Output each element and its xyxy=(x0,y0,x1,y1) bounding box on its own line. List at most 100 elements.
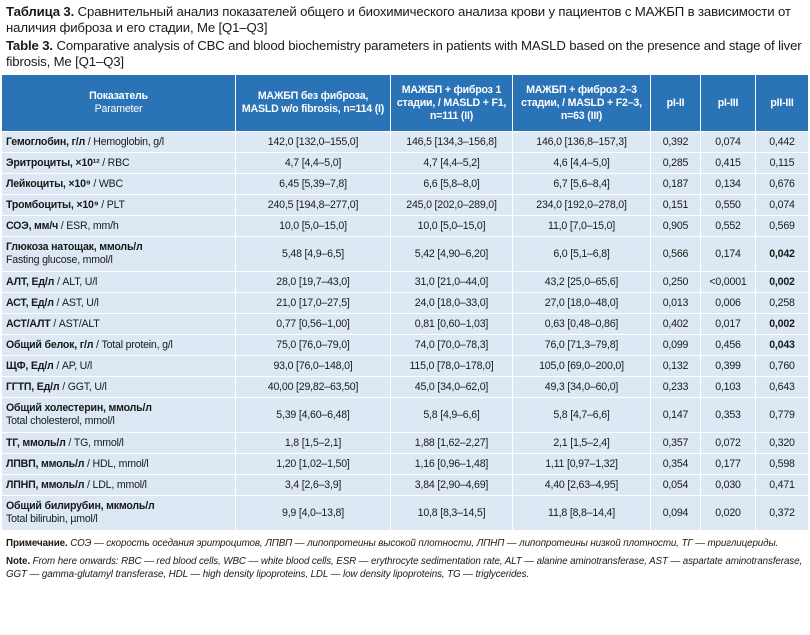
median-cell: 10,0 [5,0–15,0] xyxy=(235,215,391,237)
p-value-cell: 0,115 xyxy=(755,152,809,174)
median-cell: 1,20 [1,02–1,50] xyxy=(235,453,391,475)
header-row: Показатель Parameter МАЖБП без фиброза, MA… xyxy=(1,74,809,132)
caption-label: Таблица 3. xyxy=(6,4,75,19)
table-row: ЛПНП, ммоль/л / LDL, mmol/l 3,4 [2,6–3,9]… xyxy=(1,474,809,496)
median-cell: 9,9 [4,0–13,8] xyxy=(235,495,391,531)
p-value-cell: 0,676 xyxy=(755,173,809,195)
note-text: СОЭ — скорость оседания эритроцитов, ЛПВ… xyxy=(70,538,779,549)
median-cell: 74,0 [70,0–78,3] xyxy=(390,334,513,356)
p-value-cell: 0,017 xyxy=(700,313,756,335)
header-cell: МАЖБП + фиброз 2–3 стадии, / MASLD + F2–… xyxy=(512,74,651,132)
parameter-en: / AP, U/l xyxy=(56,359,93,372)
parameter-en: / HDL, mmol/l xyxy=(87,457,149,470)
median-cell: 0,63 [0,48–0,86] xyxy=(512,313,651,335)
median-cell: 11,8 [8,8–14,4] xyxy=(512,495,651,531)
table-row: Гемоглобин, г/л / Hemoglobin, g/l 142,0 [… xyxy=(1,131,809,153)
note-label: Примечание. xyxy=(6,538,68,549)
parameter-cell: ТГ, ммоль/л / TG, mmol/l xyxy=(1,432,236,454)
header-cell: МАЖБП + фиброз 1 стадии, / MASLD + F1, n… xyxy=(390,74,513,132)
table-body: Гемоглобин, г/л / Hemoglobin, g/l 142,0 [… xyxy=(1,131,809,531)
note-ru: Примечание. СОЭ — скорость оседания эрит… xyxy=(6,537,804,550)
p-value-cell: 0,132 xyxy=(650,355,701,377)
median-cell: 105,0 [69,0–200,0] xyxy=(512,355,651,377)
parameter-cell: ГГТП, Ед/л / GGT, U/l xyxy=(1,376,236,398)
median-cell: 115,0 [78,0–178,0] xyxy=(390,355,513,377)
caption-ru: Таблица 3. Сравнительный анализ показате… xyxy=(6,4,804,36)
median-cell: 3,84 [2,90–4,69] xyxy=(390,474,513,496)
p-value-cell: 0,074 xyxy=(700,131,756,153)
median-cell: 75,0 [76,0–79,0] xyxy=(235,334,391,356)
table-row: ГГТП, Ед/л / GGT, U/l 40,00 [29,82–63,50]… xyxy=(1,376,809,398)
p-value-cell: 0,054 xyxy=(650,474,701,496)
median-cell: 10,8 [8,3–14,5] xyxy=(390,495,513,531)
median-cell: 6,0 [5,1–6,8] xyxy=(512,236,651,272)
parameter-ru: ЛПНП, ммоль/л xyxy=(6,478,85,491)
parameter-cell: Глюкоза натощак, ммоль/л Fasting glucose… xyxy=(1,236,236,272)
parameter-ru: АСТ/АЛТ xyxy=(6,317,51,330)
parameter-en: / AST/ALT xyxy=(53,317,100,330)
header-cell: pI-II xyxy=(650,74,701,132)
notes: Примечание. СОЭ — скорость оседания эрит… xyxy=(0,531,810,581)
p-value-cell: 0,569 xyxy=(755,215,809,237)
header-en: Parameter xyxy=(94,103,143,115)
p-value-cell: 0,177 xyxy=(700,453,756,475)
median-cell: 5,8 [4,7–6,6] xyxy=(512,397,651,433)
p-value-cell: <0,0001 xyxy=(700,271,756,293)
p-value-cell: 0,103 xyxy=(700,376,756,398)
median-cell: 76,0 [71,3–79,8] xyxy=(512,334,651,356)
caption: Таблица 3. Сравнительный анализ показате… xyxy=(0,0,810,70)
parameter-ru: Общий холестерин, ммоль/л xyxy=(6,402,152,414)
p-value-cell: 0,151 xyxy=(650,194,701,216)
p-value-cell: 0,072 xyxy=(700,432,756,454)
parameter-ru: Гемоглобин, г/л xyxy=(6,135,86,148)
p-value-cell: 0,415 xyxy=(700,152,756,174)
median-cell: 0,77 [0,56–1,00] xyxy=(235,313,391,335)
parameter-ru: Общий белок, г/л xyxy=(6,338,94,351)
p-value-cell: 0,779 xyxy=(755,397,809,433)
table-row: ЩФ, Ед/л / AP, U/l 93,0 [76,0–148,0] 115,0… xyxy=(1,355,809,377)
p-value-cell: 0,043 xyxy=(755,334,809,356)
median-cell: 1,8 [1,5–2,1] xyxy=(235,432,391,454)
p-value-cell: 0,760 xyxy=(755,355,809,377)
table-row: Общий белок, г/л / Total protein, g/l 75,… xyxy=(1,334,809,356)
parameter-cell: Гемоглобин, г/л / Hemoglobin, g/l xyxy=(1,131,236,153)
median-cell: 6,6 [5,8–8,0] xyxy=(390,173,513,195)
p-value-cell: 0,099 xyxy=(650,334,701,356)
median-cell: 4,7 [4,4–5,2] xyxy=(390,152,513,174)
p-value-cell: 0,550 xyxy=(700,194,756,216)
median-cell: 27,0 [18,0–48,0] xyxy=(512,292,651,314)
p-value-cell: 0,013 xyxy=(650,292,701,314)
parameter-ru: Глюкоза натощак, ммоль/л xyxy=(6,241,143,253)
median-cell: 40,00 [29,82–63,50] xyxy=(235,376,391,398)
parameter-ru: СОЭ, мм/ч xyxy=(6,219,59,232)
median-cell: 24,0 [18,0–33,0] xyxy=(390,292,513,314)
p-value-cell: 0,566 xyxy=(650,236,701,272)
p-value-cell: 0,147 xyxy=(650,397,701,433)
median-cell: 4,40 [2,63–4,95] xyxy=(512,474,651,496)
p-value-cell: 0,399 xyxy=(700,355,756,377)
parameter-en: / WBC xyxy=(93,177,123,190)
parameter-ru: АЛТ, Ед/л xyxy=(6,275,55,288)
p-value-cell: 0,643 xyxy=(755,376,809,398)
table-head: Показатель Parameter МАЖБП без фиброза, MA… xyxy=(1,74,809,132)
p-value-cell: 0,250 xyxy=(650,271,701,293)
note-label: Note. xyxy=(6,556,30,567)
parameter-cell: АСТ, Ед/л / AST, U/l xyxy=(1,292,236,314)
table-row: Эритроциты, ×10¹² / RBC 4,7 [4,4–5,0] 4,7 … xyxy=(1,152,809,174)
p-value-cell: 0,357 xyxy=(650,432,701,454)
p-value-cell: 0,392 xyxy=(650,131,701,153)
note-en: Note. From here onwards: RBC — red blood… xyxy=(6,555,804,581)
parameter-cell: АЛТ, Ед/л / ALT, U/l xyxy=(1,271,236,293)
median-cell: 28,0 [19,7–43,0] xyxy=(235,271,391,293)
p-value-cell: 0,285 xyxy=(650,152,701,174)
parameter-en: / ALT, U/l xyxy=(56,275,98,288)
p-value-cell: 0,020 xyxy=(700,495,756,531)
table-row: Общий билирубин, мкмоль/л Total bilirubi… xyxy=(1,495,809,531)
caption-label: Table 3. xyxy=(6,38,53,53)
p-value-cell: 0,598 xyxy=(755,453,809,475)
median-cell: 3,4 [2,6–3,9] xyxy=(235,474,391,496)
header-cell: pII-III xyxy=(755,74,809,132)
p-value-cell: 0,456 xyxy=(700,334,756,356)
parameter-cell: ЛПНП, ммоль/л / LDL, mmol/l xyxy=(1,474,236,496)
